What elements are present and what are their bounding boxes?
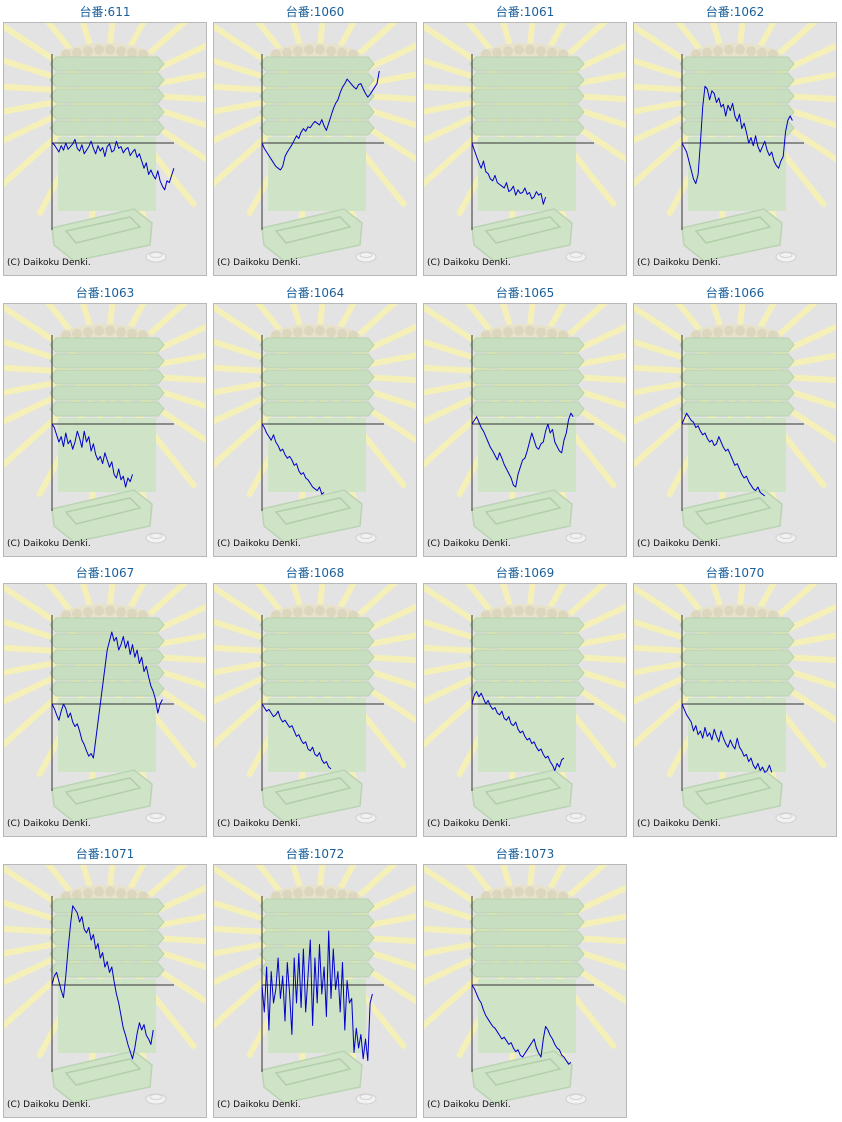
slump-graph: (C) Daikoku Denki. (423, 22, 627, 276)
payout-series-line (261, 930, 373, 1062)
copyright-text: (C) Daikoku Denki. (217, 258, 301, 268)
machine-number-title[interactable]: 台番:1066 (705, 286, 765, 300)
slump-graph-svg (424, 584, 626, 824)
slump-graph: (C) Daikoku Denki. (213, 303, 417, 557)
copyright-text: (C) Daikoku Denki. (7, 539, 91, 549)
payout-series-line (51, 423, 133, 488)
payout-series-line (471, 690, 565, 772)
copyright-text: (C) Daikoku Denki. (7, 1100, 91, 1110)
machine-number-title[interactable]: 台番:1067 (75, 566, 135, 580)
machine-number-title[interactable]: 台番:1068 (285, 566, 345, 580)
copyright-text: (C) Daikoku Denki. (637, 539, 721, 549)
slump-graph: (C) Daikoku Denki. (3, 303, 207, 557)
background-artwork (634, 304, 836, 544)
copyright-text: (C) Daikoku Denki. (217, 819, 301, 829)
slump-graph-svg (214, 23, 416, 263)
machine-number-title[interactable]: 台番:1065 (495, 286, 555, 300)
slump-graph-svg (424, 865, 626, 1105)
slump-graph: (C) Daikoku Denki. (213, 22, 417, 276)
slump-graph-svg (424, 304, 626, 544)
slump-graph-svg (634, 584, 836, 824)
copyright-text: (C) Daikoku Denki. (637, 819, 721, 829)
slump-graph: (C) Daikoku Denki. (423, 864, 627, 1118)
slump-graph: (C) Daikoku Denki. (3, 583, 207, 837)
slump-graph: (C) Daikoku Denki. (3, 864, 207, 1118)
slump-graph-svg (4, 23, 206, 263)
machine-number-title[interactable]: 台番:1073 (495, 847, 555, 861)
machine-number-title[interactable]: 台番:1070 (705, 566, 765, 580)
machine-number-title[interactable]: 台番:1062 (705, 5, 765, 19)
copyright-text: (C) Daikoku Denki. (427, 258, 511, 268)
payout-series-line (471, 984, 572, 1065)
slump-graph-svg (214, 304, 416, 544)
slump-graph-svg (424, 23, 626, 263)
slump-graph-svg (4, 304, 206, 544)
payout-series-line (471, 142, 547, 205)
machine-number-title[interactable]: 台番:611 (79, 5, 131, 19)
slump-graph-svg (4, 865, 206, 1105)
slump-graph: (C) Daikoku Denki. (213, 864, 417, 1118)
machine-number-title[interactable]: 台番:1071 (75, 847, 135, 861)
payout-series-line (261, 70, 380, 171)
machine-number-title[interactable]: 台番:1064 (285, 286, 345, 300)
payout-series-line (51, 905, 154, 1060)
payout-series-line (51, 138, 175, 191)
slump-graph: (C) Daikoku Denki. (3, 22, 207, 276)
background-artwork (214, 865, 416, 1105)
background-artwork (4, 584, 206, 824)
slump-graph: (C) Daikoku Denki. (633, 22, 837, 276)
background-artwork (634, 23, 836, 263)
background-artwork (4, 304, 206, 544)
copyright-text: (C) Daikoku Denki. (427, 539, 511, 549)
background-artwork (4, 865, 206, 1105)
copyright-text: (C) Daikoku Denki. (427, 1100, 511, 1110)
copyright-text: (C) Daikoku Denki. (7, 258, 91, 268)
slump-graph-svg (634, 304, 836, 544)
copyright-text: (C) Daikoku Denki. (7, 819, 91, 829)
payout-series-line (681, 703, 773, 773)
slump-graph: (C) Daikoku Denki. (633, 583, 837, 837)
slump-graph: (C) Daikoku Denki. (423, 583, 627, 837)
payout-series-line (471, 412, 574, 488)
payout-series-line (261, 703, 332, 770)
payout-series-line (261, 423, 325, 495)
slump-graph-svg (214, 584, 416, 824)
copyright-text: (C) Daikoku Denki. (637, 258, 721, 268)
background-artwork (424, 865, 626, 1105)
background-artwork (214, 23, 416, 263)
slump-graph: (C) Daikoku Denki. (423, 303, 627, 557)
machine-number-title[interactable]: 台番:1060 (285, 5, 345, 19)
copyright-text: (C) Daikoku Denki. (427, 819, 511, 829)
background-artwork (424, 304, 626, 544)
machine-number-title[interactable]: 台番:1069 (495, 566, 555, 580)
payout-series-line (681, 85, 793, 184)
copyright-text: (C) Daikoku Denki. (217, 1100, 301, 1110)
background-artwork (634, 584, 836, 824)
machine-number-title[interactable]: 台番:1063 (75, 286, 135, 300)
machine-number-title[interactable]: 台番:1072 (285, 847, 345, 861)
background-artwork (214, 304, 416, 544)
background-artwork (424, 584, 626, 824)
slump-graph-svg (214, 865, 416, 1105)
copyright-text: (C) Daikoku Denki. (217, 539, 301, 549)
payout-series-line (51, 631, 163, 759)
background-artwork (214, 584, 416, 824)
machine-number-title[interactable]: 台番:1061 (495, 5, 555, 19)
payout-series-line (681, 412, 766, 497)
slump-graph-svg (634, 23, 836, 263)
slump-graph-svg (4, 584, 206, 824)
slump-graph: (C) Daikoku Denki. (633, 303, 837, 557)
background-artwork (424, 23, 626, 263)
slump-graph: (C) Daikoku Denki. (213, 583, 417, 837)
